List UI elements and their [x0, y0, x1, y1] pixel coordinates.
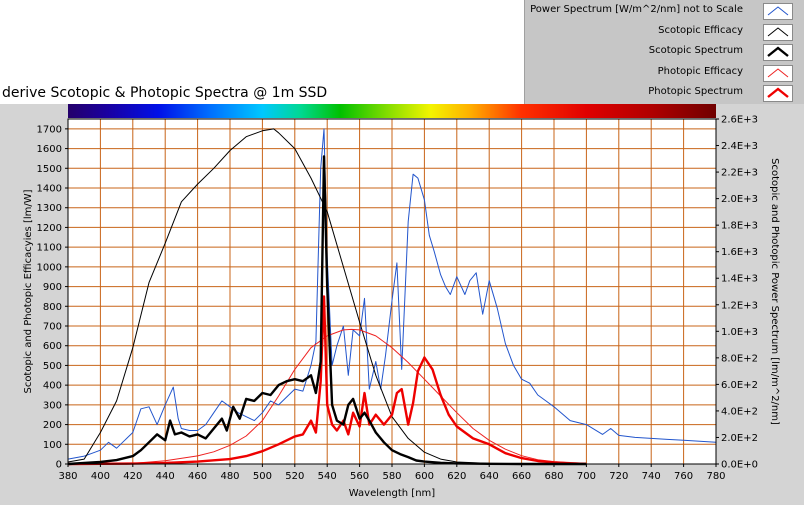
y-tick-label: 1600 — [37, 144, 62, 155]
legend-swatch — [763, 64, 793, 82]
x-axis-title: Wavelength [nm] — [349, 488, 435, 499]
x-tick-label: 480 — [220, 471, 239, 482]
y-axis-right: 0.0E+0 2.0E+2 4.0E+2 6.0E+2 8.0E+2 1.0E+3 1.2E… — [716, 115, 758, 471]
legend: Power Spectrum [W/m^2/nm] not to Scale Sc… — [524, 0, 804, 104]
y2-axis-title: Scotopic and Photopic Power Spectrum [lm… — [769, 158, 780, 425]
legend-swatch-icon — [767, 6, 789, 16]
x-tick-label: 620 — [447, 471, 466, 482]
y-tick-label: 1700 — [37, 124, 62, 135]
y2-tick-label: 0.0E+0 — [721, 460, 758, 471]
series-group — [67, 128, 717, 466]
series-line — [67, 128, 717, 460]
y2-tick-label: 8.0E+2 — [721, 353, 758, 364]
chart-svg: 0 100 200 300 400 500 600 700 800 900 1000 1100 1200… — [0, 104, 804, 505]
legend-label: Scotopic Efficacy — [658, 24, 743, 36]
y-axis-left: 0 100 200 300 400 500 600 700 800 900 1000 1100 1200… — [37, 124, 68, 471]
y2-tick-label: 2.6E+3 — [721, 115, 758, 126]
x-tick-label: 420 — [123, 471, 142, 482]
legend-label: Photopic Spectrum — [648, 86, 743, 98]
x-tick-label: 600 — [415, 471, 434, 482]
x-tick-label: 780 — [706, 471, 725, 482]
y-tick-label: 1300 — [37, 203, 62, 214]
y2-tick-label: 1.4E+3 — [721, 274, 758, 285]
legend-label: Scotopic Spectrum — [648, 45, 743, 57]
y-tick-label: 400 — [43, 381, 62, 392]
x-axis: 380 400 420 440 460 480 500 520 540 560 580 600 620 6… — [58, 464, 726, 482]
legend-swatch-line — [767, 6, 789, 16]
legend-label: Photopic Efficacy — [657, 65, 743, 77]
x-tick-label: 740 — [642, 471, 661, 482]
x-tick-label: 520 — [285, 471, 304, 482]
series-line — [67, 328, 587, 465]
y2-tick-label: 2.0E+3 — [721, 194, 758, 205]
y2-tick-label: 2.2E+3 — [721, 168, 758, 179]
x-tick-label: 720 — [609, 471, 628, 482]
y-tick-label: 200 — [43, 420, 62, 431]
y2-tick-label: 4.0E+2 — [721, 406, 758, 417]
legend-swatch — [763, 85, 793, 103]
legend-swatch — [763, 23, 793, 41]
legend-item: Scotopic Spectrum — [525, 42, 804, 62]
x-tick-label: 660 — [512, 471, 531, 482]
legend-item: Power Spectrum [W/m^2/nm] not to Scale — [525, 1, 804, 21]
y-tick-label: 1100 — [37, 243, 62, 254]
x-tick-label: 680 — [544, 471, 563, 482]
x-tick-label: 380 — [58, 471, 77, 482]
y2-tick-label: 2.4E+3 — [721, 141, 758, 152]
series-line — [67, 128, 587, 465]
y-tick-label: 1200 — [37, 223, 62, 234]
y2-tick-label: 1.2E+3 — [721, 300, 758, 311]
x-tick-label: 460 — [188, 471, 207, 482]
y-tick-label: 300 — [43, 400, 62, 411]
legend-swatch-line — [767, 26, 789, 36]
legend-swatch-icon — [767, 68, 789, 78]
legend-item: Photopic Spectrum — [525, 83, 804, 103]
y-tick-label: 600 — [43, 341, 62, 352]
x-tick-label: 760 — [674, 471, 693, 482]
legend-item: Photopic Efficacy — [525, 63, 804, 83]
legend-swatch-icon — [767, 46, 789, 58]
page-title: derive Scotopic & Photopic Spectra @ 1m … — [2, 85, 328, 101]
x-tick-label: 700 — [577, 471, 596, 482]
series-line — [67, 295, 587, 466]
spectrum-bar — [68, 104, 716, 118]
y-tick-label: 1000 — [37, 262, 62, 273]
title-area: derive Scotopic & Photopic Spectra @ 1m … — [0, 0, 524, 104]
x-tick-label: 640 — [480, 471, 499, 482]
y-tick-label: 1400 — [37, 184, 62, 195]
legend-swatch — [763, 3, 793, 20]
y-axis-title: Scotopic and Photopic Efficacyies [lm/W] — [23, 189, 34, 393]
y-tick-label: 100 — [43, 440, 62, 451]
legend-swatch-icon — [767, 26, 789, 36]
x-tick-label: 440 — [156, 471, 175, 482]
legend-swatch-icon — [767, 87, 789, 99]
y-tick-label: 800 — [43, 302, 62, 313]
y-tick-label: 0 — [56, 460, 62, 471]
x-tick-label: 400 — [91, 471, 110, 482]
x-tick-label: 560 — [350, 471, 369, 482]
y2-tick-label: 1.6E+3 — [721, 247, 758, 258]
legend-swatch-line — [767, 46, 789, 58]
y-tick-label: 700 — [43, 322, 62, 333]
series-line — [67, 155, 587, 466]
x-tick-label: 580 — [382, 471, 401, 482]
y-tick-label: 500 — [43, 361, 62, 372]
legend-swatch — [763, 44, 793, 62]
y2-tick-label: 1.0E+3 — [721, 327, 758, 338]
y-tick-label: 1500 — [37, 164, 62, 175]
y2-tick-label: 1.8E+3 — [721, 221, 758, 232]
legend-label: Power Spectrum [W/m^2/nm] not to Scale — [530, 4, 743, 15]
y2-tick-label: 2.0E+2 — [721, 433, 758, 444]
y2-tick-label: 6.0E+2 — [721, 380, 758, 391]
x-tick-label: 540 — [318, 471, 337, 482]
legend-swatch-line — [767, 87, 789, 99]
grid — [67, 119, 717, 465]
legend-item: Scotopic Efficacy — [525, 22, 804, 42]
x-tick-label: 500 — [253, 471, 272, 482]
y-tick-label: 900 — [43, 282, 62, 293]
legend-swatch-line — [767, 68, 789, 78]
